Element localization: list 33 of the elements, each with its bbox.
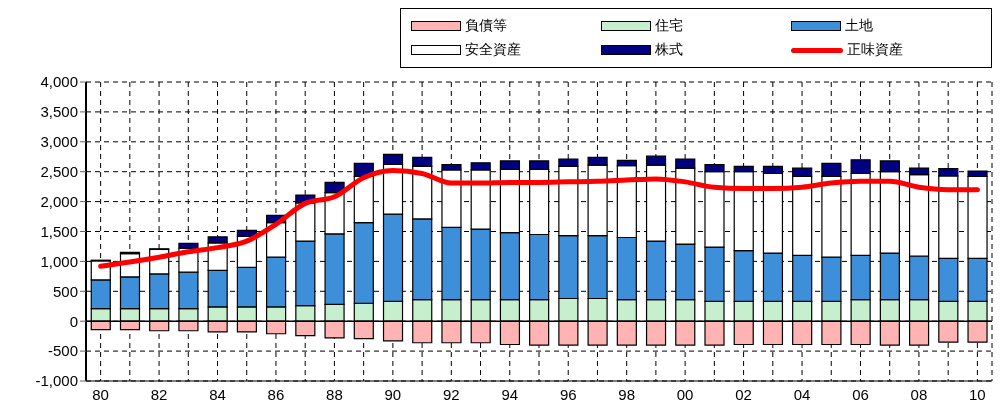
y-tick-label: 1,500 xyxy=(40,222,78,240)
x-tick-label: 02 xyxy=(735,385,752,403)
legend-label: 住宅 xyxy=(655,17,683,35)
y-tick-label: 4,000 xyxy=(40,73,78,91)
y-tick-label: 2,500 xyxy=(40,163,78,181)
x-tick-label: 84 xyxy=(209,385,226,403)
x-tick-label: 96 xyxy=(559,385,577,403)
x-tick-label: 08 xyxy=(910,385,928,403)
x-tick-label: 00 xyxy=(676,385,694,403)
x-tick-label: 04 xyxy=(793,385,811,403)
x-tick-label: 10 xyxy=(969,385,986,403)
x-tick-label: 88 xyxy=(326,385,343,403)
y-tick-label: 3,000 xyxy=(40,133,78,151)
legend-label: 正味資産 xyxy=(847,41,903,59)
y-tick-label: -1,000 xyxy=(35,372,78,390)
x-tick-label: 94 xyxy=(501,385,519,403)
legend-label: 株式 xyxy=(655,41,683,59)
legend-label: 安全資産 xyxy=(465,41,521,59)
y-tick-label: 3,500 xyxy=(40,103,78,121)
x-tick-label: 06 xyxy=(852,385,869,403)
x-tick-label: 86 xyxy=(267,385,285,403)
legend-label: 土地 xyxy=(845,17,873,35)
legend-label: 負債等 xyxy=(465,17,507,35)
y-tick-label: 2,000 xyxy=(40,192,78,210)
x-tick-label: 82 xyxy=(150,385,168,403)
x-tick-label: 98 xyxy=(618,385,636,403)
y-tick-label: 0 xyxy=(69,312,78,330)
x-tick-label: 80 xyxy=(92,385,109,403)
x-tick-label: 92 xyxy=(442,385,460,403)
y-tick-label: 500 xyxy=(52,282,78,300)
y-tick-label: 1,000 xyxy=(40,252,78,270)
x-tick-label: 90 xyxy=(384,385,402,403)
y-tick-label: -500 xyxy=(47,342,78,360)
